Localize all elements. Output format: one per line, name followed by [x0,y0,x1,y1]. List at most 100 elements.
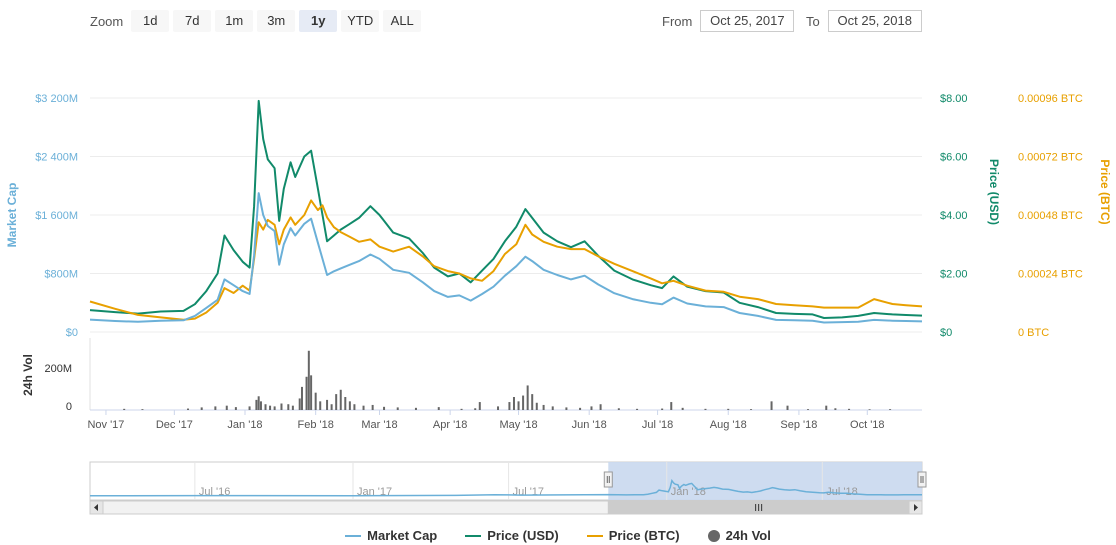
volume-bar [300,386,303,410]
market-cap-tick-label: $2 400M [35,152,78,164]
volume-bar [234,407,237,410]
from-range: From Oct 25, 2017 [662,10,795,32]
volume-bar [474,408,477,410]
volume-bar [248,406,251,410]
volume-bar [460,408,463,410]
legend-volume[interactable]: 24h Vol [707,528,771,543]
legend-volume-label: 24h Vol [725,528,771,543]
volume-bar [522,395,525,410]
series-market-cap-line [89,192,923,324]
market-cap-axis-title: Market Cap [5,183,19,248]
navigator-x-label: Jan '18 [671,486,706,498]
arrow-left-icon [94,504,98,511]
volume-bar [590,406,593,410]
x-tick-label: Dec '17 [156,419,193,431]
price-usd-swatch [465,534,482,537]
price-usd-tick-label: $2.00 [940,269,968,281]
x-tick-label: Jan '18 [227,419,262,431]
volume-bar [291,405,294,410]
volume-bar [200,407,203,410]
volume-tick-label: 200M [44,363,72,375]
volume-bar [517,401,520,410]
volume-bar [512,397,515,410]
volume-bar [670,402,673,410]
volume-bar [269,405,272,410]
volume-bar [344,397,347,410]
zoom-1d-button[interactable]: 1d [131,10,170,32]
volume-bar [727,408,730,410]
volume-bar [478,402,481,410]
zoom-all-button[interactable]: ALL [383,10,422,32]
volume-bar [264,404,267,410]
volume-bar [565,407,568,410]
volume-bar [339,389,342,410]
volume-bar [259,401,262,410]
zoom-1m-button[interactable]: 1m [215,10,254,32]
volume-bar [396,407,399,410]
volume-bar [848,408,851,410]
navigator-series-line [89,478,922,497]
navigator-left-handle[interactable] [603,471,613,488]
volume-bar [535,402,538,410]
volume-bar [681,407,684,410]
legend-market-cap-label: Market Cap [367,528,438,543]
volume-bar [362,405,365,410]
market-cap-tick-label: $3 200M [35,93,78,105]
navigator-x-label: Jul '18 [826,486,857,498]
to-label: To [806,13,820,29]
volume-bar [123,408,126,410]
x-tick-label: Jul '18 [642,419,673,431]
zoom-ytd-button[interactable]: YTD [341,10,380,32]
volume-swatch [707,529,720,542]
volume-bar [786,405,789,410]
volume-bar [531,394,534,410]
price-usd-tick-label: $0 [940,327,952,339]
volume-bar [551,406,554,410]
price-usd-tick-label: $6.00 [940,152,968,164]
legend-market-cap[interactable]: Market Cap [345,528,437,543]
volume-bar [310,375,313,410]
volume-bar [298,398,301,410]
market-cap-tick-label: $800M [44,269,78,281]
x-tick-label: Mar '18 [361,419,397,431]
volume-bar [542,404,545,410]
legend-price-btc[interactable]: Price (BTC) [586,528,680,543]
volume-tick-label: 0 [66,401,72,413]
volume-bar [326,399,329,410]
zoom-1y-button[interactable]: 1y [299,10,338,32]
volume-bar [497,406,500,410]
x-tick-label: Feb '18 [297,419,333,431]
volume-bar [526,385,529,410]
price-btc-axis-title: Price (BTC) [1098,159,1112,224]
from-label: From [662,13,693,29]
volume-bar [661,408,664,410]
navigator-selection [608,462,922,500]
zoom-7d-button[interactable]: 7d [173,10,212,32]
volume-bar [273,406,276,410]
volume-bar [750,409,753,410]
market-cap-tick-label: $0 [66,327,78,339]
volume-bar [617,408,620,410]
x-tick-label: Aug '18 [710,419,747,431]
x-tick-label: May '18 [499,419,537,431]
volume-bar [868,409,871,410]
volume-bar [599,404,602,410]
volume-bar [353,404,356,410]
volume-bar [437,407,440,410]
volume-bar [636,408,639,410]
from-date-input[interactable]: Oct 25, 2017 [700,10,795,32]
volume-bar [225,405,228,410]
zoom-3m-button[interactable]: 3m [257,10,296,32]
volume-bar [335,394,338,410]
legend-price-usd[interactable]: Price (USD) [465,528,559,543]
x-tick-label: Apr '18 [433,419,468,431]
legend-price-btc-label: Price (BTC) [608,528,680,543]
to-date-input[interactable]: Oct 25, 2018 [827,10,922,32]
market-cap-tick-label: $1 600M [35,210,78,222]
volume-bar [319,401,322,410]
volume-bar [704,408,707,410]
navigator-right-handle[interactable] [917,471,927,488]
volume-bar [214,406,217,410]
price-btc-tick-label: 0 BTC [1018,327,1049,339]
